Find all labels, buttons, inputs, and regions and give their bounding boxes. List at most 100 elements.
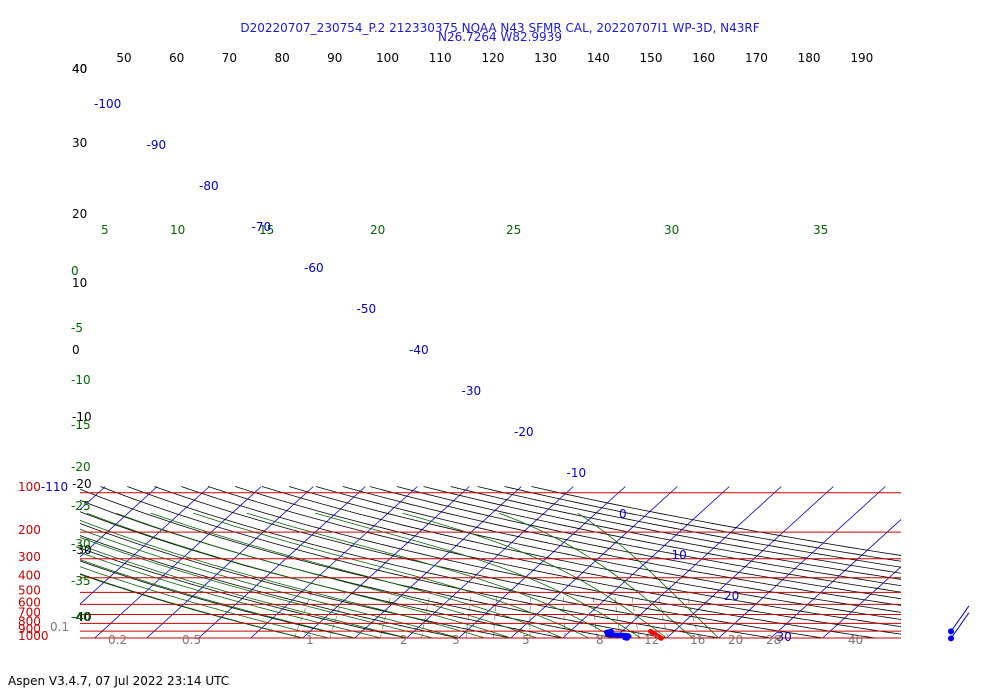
wind-barb — [950, 605, 970, 632]
top-scale-label: 190 — [850, 51, 873, 65]
isotherm-line — [80, 486, 210, 605]
isotherm-line — [250, 486, 418, 639]
sounding-traces — [604, 628, 664, 641]
top-scale-label: 170 — [745, 51, 768, 65]
moist-adiabat-line — [86, 512, 511, 639]
isotherm-label: -30 — [462, 384, 482, 398]
moist-adiabat-line — [498, 512, 693, 639]
top-scale-label: 70 — [222, 51, 237, 65]
pressure-label: 900 — [18, 622, 41, 636]
chart-title-line2: N26.7264 W82.9939 — [438, 30, 562, 44]
moist-adiabat-line — [80, 536, 433, 639]
mixing-ratio-label: 40 — [848, 633, 863, 647]
mixing-ratio-line — [294, 592, 312, 639]
isotherm-line — [458, 486, 626, 639]
left-scale-label: 0 — [72, 343, 80, 357]
mixing-ratio-line — [529, 592, 532, 639]
mixing-ratio-line — [614, 592, 621, 639]
moist-adiabat-label: 10 — [170, 223, 185, 237]
mixing-ratio-line — [329, 592, 346, 639]
pressure-label: 500 — [18, 583, 41, 597]
mixing-ratio-label: 16 — [690, 633, 705, 647]
isotherm-label: -40 — [409, 343, 429, 357]
isotherm-line — [770, 519, 901, 639]
top-scale-label: 110 — [429, 51, 452, 65]
mixing-ratio-label: 5 — [522, 633, 530, 647]
left-scale-label: 40 — [72, 62, 87, 76]
moist-adiabat-label: -40 — [71, 610, 91, 624]
isotherm-label: -90 — [147, 138, 167, 152]
dry-adiabat-line — [207, 486, 901, 635]
mixing-ratio-label: 20 — [728, 633, 743, 647]
wind-barb — [950, 612, 970, 639]
isotherm-label: -10 — [567, 466, 587, 480]
left-scale-label: 20 — [72, 207, 87, 221]
mixing-ratio-label: 8 — [596, 633, 604, 647]
isotherm-line — [614, 486, 782, 639]
wind-barbs — [948, 605, 970, 642]
isotherm-line — [80, 486, 158, 558]
dry-adiabat-line — [315, 486, 901, 606]
dry-adiabat-line — [342, 486, 901, 600]
isotherm-line — [406, 486, 574, 639]
mixing-ratio-label: 1 — [306, 633, 314, 647]
moist-adiabat-line — [193, 512, 589, 639]
dry-adiabat-line — [80, 488, 667, 639]
isotherm-line — [822, 566, 901, 639]
moist-adiabat-label: -10 — [71, 373, 91, 387]
top-scale-label: 140 — [587, 51, 610, 65]
moist-adiabat-line — [80, 544, 407, 639]
pressure-label: 400 — [18, 569, 41, 583]
moist-adiabat-label: 25 — [506, 223, 521, 237]
dry-adiabat-line — [369, 486, 901, 593]
dry-adiabat-line — [80, 560, 355, 639]
moist-adiabat-line — [246, 512, 615, 639]
isotherm-label: -70 — [252, 220, 272, 234]
moist-adiabat-line — [80, 528, 459, 639]
dry-adiabat-line — [288, 486, 901, 613]
dry-adiabat-line — [181, 486, 875, 639]
mixing-ratio-label: 3 — [452, 633, 460, 647]
mixing-ratio-label: 12 — [644, 633, 659, 647]
dry-adiabat-line — [234, 486, 901, 628]
mixing-ratio-label: 0.2 — [108, 633, 127, 647]
top-scale-label: 120 — [481, 51, 504, 65]
isotherm-line — [718, 486, 886, 639]
mixing-ratio-label: 2 — [400, 633, 408, 647]
moist-adiabat-line — [150, 512, 563, 639]
mixing-ratio-line — [379, 592, 393, 639]
footer-version: Aspen V3.4.7, 07 Jul 2022 23:14 UTC — [8, 674, 230, 688]
pressure-label: 100-110 — [18, 480, 68, 494]
isotherm-label: -20 — [514, 425, 534, 439]
isobar-lines — [80, 492, 901, 639]
pressure-label: 300 — [18, 550, 41, 564]
mixing-ratio-label: 0.1 — [50, 620, 69, 634]
moist-adiabat-label: -30 — [71, 537, 91, 551]
pressure-label: 700 — [18, 606, 41, 620]
moist-adiabat-label: -15 — [71, 418, 91, 432]
wind-barb-dot — [948, 628, 954, 635]
wind-barb-dot — [948, 635, 954, 642]
dry-adiabat-line — [154, 486, 823, 639]
isotherm-line — [354, 486, 522, 639]
top-scale-label: 150 — [640, 51, 663, 65]
left-scale-label: 30 — [72, 136, 87, 150]
moist-adiabat-line — [80, 566, 329, 639]
top-scale-label: 180 — [798, 51, 821, 65]
isotherm-label: 0 — [619, 507, 627, 521]
moist-adiabat-label: 5 — [101, 223, 109, 237]
moist-adiabat-label: 35 — [813, 223, 828, 237]
dry-adiabat-line — [531, 486, 901, 556]
top-scale-label: 40 — [72, 62, 87, 76]
dry-adiabat-line — [80, 499, 615, 639]
dry-adiabat-line — [100, 486, 719, 639]
top-scale-label: 130 — [534, 51, 557, 65]
top-scale-label: 90 — [327, 51, 342, 65]
pressure-label: 200 — [18, 523, 41, 537]
chart-grid — [80, 486, 901, 639]
moist-adiabat-label: 0 — [71, 264, 79, 278]
isotherm-line — [666, 486, 834, 639]
left-scale-label: -10 — [72, 410, 92, 424]
dry-adiabat-line — [423, 486, 901, 580]
